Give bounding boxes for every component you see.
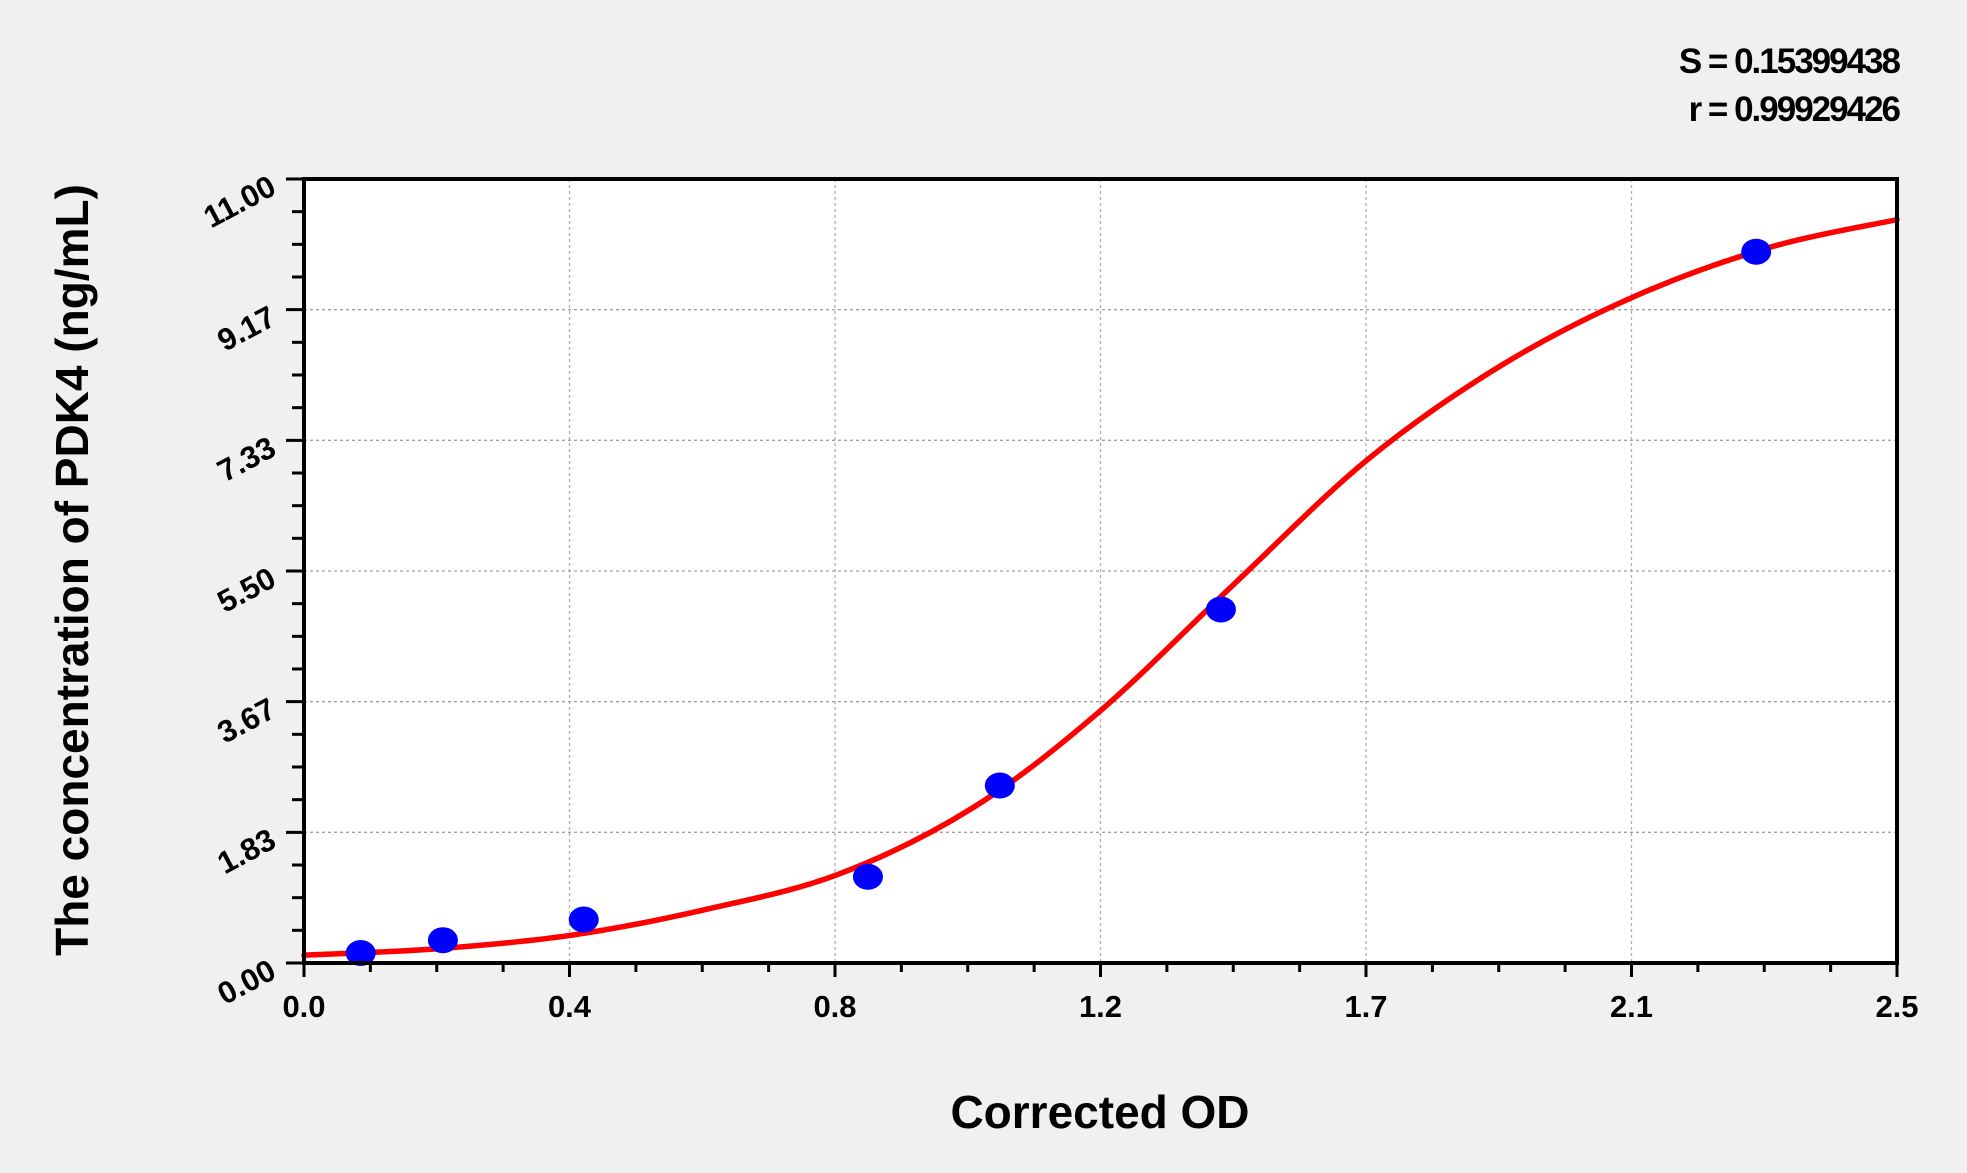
y-tick-label: 1.83 xyxy=(212,822,282,881)
plot-frame xyxy=(302,177,1899,965)
x-tick-label: 0.8 xyxy=(813,989,856,1024)
s-statistic: S = 0.15399438 xyxy=(1678,42,1901,81)
y-tick-label: 7.33 xyxy=(212,430,282,489)
x-axis-title: Corrected OD xyxy=(950,1086,1250,1138)
x-tick-label: 0.4 xyxy=(548,989,592,1024)
data-point xyxy=(1205,596,1236,623)
fit-curve-line xyxy=(301,216,1900,958)
x-tick-label: 2.5 xyxy=(1875,989,1918,1024)
x-tick-label: 1.2 xyxy=(1079,989,1122,1024)
x-tick-label: 1.7 xyxy=(1344,989,1387,1024)
y-axis-title: The concentration of PDK4 (ng/mL) xyxy=(46,184,98,956)
r-statistic: r = 0.99929426 xyxy=(1688,90,1901,129)
data-point xyxy=(1741,238,1772,265)
y-tick-label: 9.17 xyxy=(212,299,282,358)
data-point xyxy=(852,863,883,890)
x-tick-label: 2.1 xyxy=(1610,989,1653,1024)
data-point xyxy=(345,940,376,967)
data-point xyxy=(427,927,458,954)
data-point xyxy=(568,906,599,933)
y-tick-label: 11.00 xyxy=(198,168,281,235)
y-tick-label: 5.50 xyxy=(212,560,282,619)
y-tick-label: 0.00 xyxy=(212,952,282,1011)
data-point xyxy=(984,772,1015,799)
y-tick-label: 3.67 xyxy=(212,691,282,750)
x-tick-label: 0.0 xyxy=(282,989,325,1024)
